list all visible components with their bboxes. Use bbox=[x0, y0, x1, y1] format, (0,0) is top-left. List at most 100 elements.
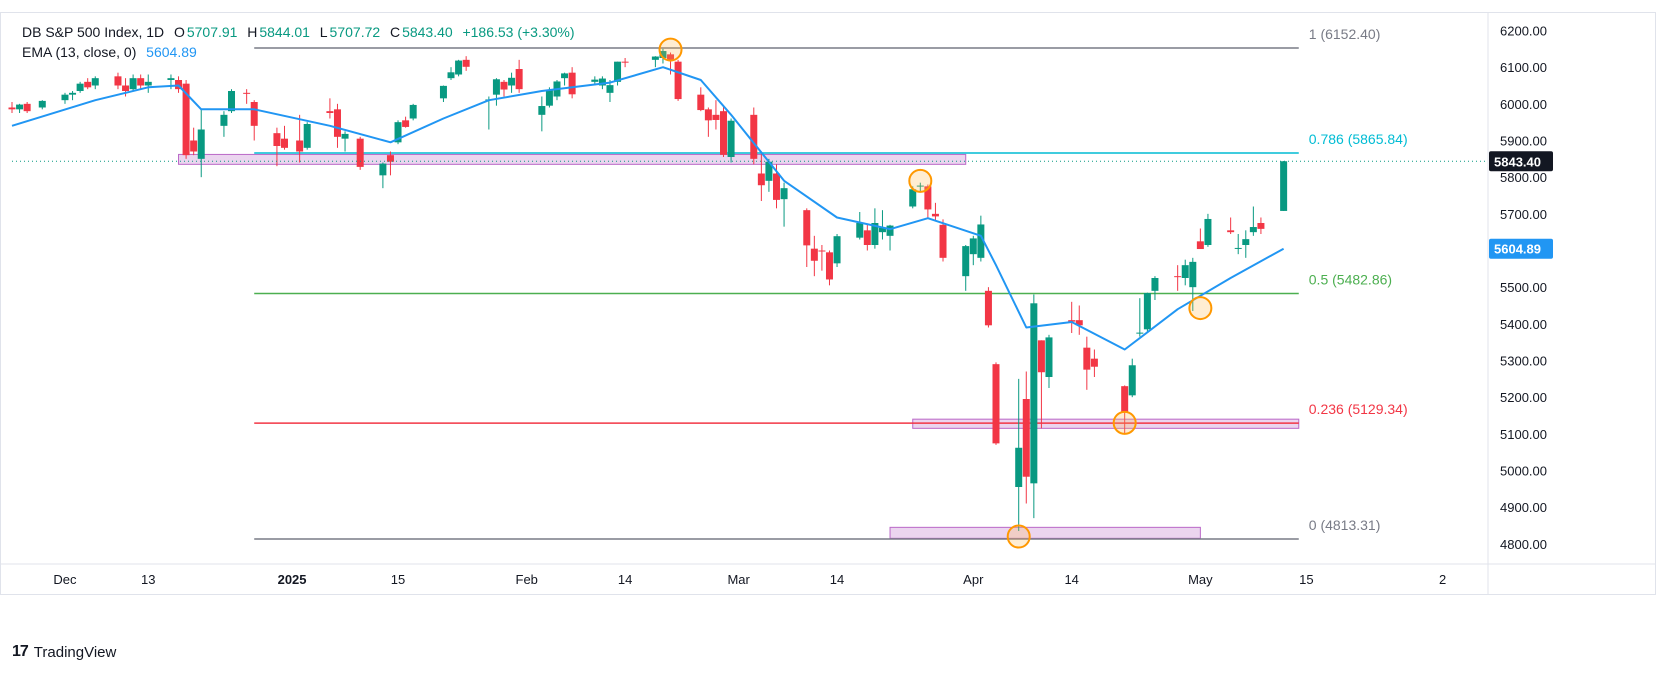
candle-body bbox=[886, 225, 894, 236]
candle-body bbox=[545, 90, 553, 106]
candle-body bbox=[447, 72, 455, 79]
candle bbox=[243, 89, 251, 104]
candle-body bbox=[916, 185, 924, 187]
candle bbox=[803, 208, 811, 267]
ema-price-badge: 5604.89 bbox=[1489, 238, 1553, 259]
candle bbox=[1181, 259, 1189, 286]
fib-level-label: 1 (6152.40) bbox=[1309, 26, 1381, 42]
price-tick-label: 4900.00 bbox=[1500, 500, 1547, 515]
candle-body bbox=[757, 173, 765, 186]
tradingview-logo-text: TradingView bbox=[33, 643, 117, 661]
highlight-circle bbox=[1112, 410, 1137, 435]
candle-body bbox=[333, 109, 341, 137]
highlight-circle bbox=[1188, 296, 1213, 321]
last-price-badge-text: 5843.40 bbox=[1494, 154, 1541, 169]
candle bbox=[394, 120, 402, 145]
candle-body bbox=[61, 94, 69, 101]
candle-body bbox=[250, 102, 258, 126]
ema-label: EMA (13, close, 0) bbox=[22, 44, 137, 60]
candle-body bbox=[1128, 365, 1136, 396]
candle-body bbox=[23, 103, 31, 112]
candle bbox=[561, 72, 569, 86]
candle-body bbox=[1045, 337, 1053, 377]
candle bbox=[568, 67, 576, 99]
candle bbox=[386, 151, 394, 176]
candle bbox=[16, 103, 24, 113]
candle-body bbox=[137, 78, 145, 86]
chart-frame bbox=[0, 12, 1656, 595]
candle bbox=[1151, 276, 1159, 300]
candle-body bbox=[598, 78, 606, 86]
price-axis[interactable]: 4800.00 4900.00 5000.00 5100.00 5200.00 5300.… bbox=[12, 24, 1553, 552]
candle-body bbox=[1090, 358, 1098, 367]
time-tick-label: 14 bbox=[830, 572, 844, 587]
time-axis[interactable]: Dec 13 2025 15 Feb 14 Mar 14 Apr 14 May 15 2 bbox=[53, 572, 1446, 587]
candle-body bbox=[182, 83, 190, 156]
fibonacci-levels: 1 (6152.40) 0.786 (5865.84) 0.5 (5482.86) 0… bbox=[254, 26, 1408, 540]
candle bbox=[992, 362, 1000, 445]
open-label: O bbox=[173, 24, 185, 40]
candle-body bbox=[144, 81, 152, 86]
candle-body bbox=[863, 230, 871, 245]
candle-body bbox=[591, 79, 599, 82]
last-price-badge: 5843.40 bbox=[1489, 151, 1553, 172]
candle-body bbox=[341, 133, 349, 139]
candle bbox=[621, 58, 629, 68]
candle-body bbox=[508, 77, 516, 86]
time-tick-label: 13 bbox=[141, 572, 155, 587]
candle-body bbox=[659, 51, 667, 58]
candle bbox=[303, 122, 311, 150]
candle bbox=[144, 74, 152, 93]
candles bbox=[8, 48, 1288, 531]
candle bbox=[250, 100, 258, 141]
time-tick-label: Dec bbox=[53, 572, 77, 587]
candle-body bbox=[614, 61, 622, 82]
candle bbox=[780, 182, 788, 227]
candle-body bbox=[197, 129, 205, 159]
candle bbox=[69, 91, 77, 101]
support-zone bbox=[889, 526, 1201, 539]
candle-body bbox=[1037, 340, 1045, 373]
time-tick-label: 15 bbox=[1299, 572, 1313, 587]
time-tick-label: 2 bbox=[1439, 572, 1446, 587]
candle-body bbox=[1196, 241, 1204, 250]
fib-level-label: 0.786 (5865.84) bbox=[1309, 131, 1408, 147]
time-tick-label: 15 bbox=[391, 572, 405, 587]
candle-body bbox=[878, 227, 886, 233]
candle bbox=[727, 118, 735, 163]
candle bbox=[273, 127, 281, 167]
candle-body bbox=[1234, 247, 1242, 249]
tradingview-logo[interactable]: 17 TradingView bbox=[12, 643, 116, 661]
candle bbox=[1280, 161, 1288, 212]
candle bbox=[1136, 298, 1144, 337]
time-tick-label: Feb bbox=[516, 572, 538, 587]
candle-body bbox=[871, 223, 879, 245]
candle-body bbox=[621, 61, 629, 63]
price-tick-label: 6100.00 bbox=[1500, 60, 1547, 75]
candle bbox=[606, 80, 614, 102]
candle-body bbox=[296, 140, 304, 152]
candle bbox=[810, 235, 818, 277]
candle-body bbox=[727, 120, 735, 157]
candle-body bbox=[326, 111, 334, 113]
candle-body bbox=[455, 60, 463, 75]
candle bbox=[38, 100, 46, 110]
candle-body bbox=[1257, 223, 1265, 229]
candle-body bbox=[1083, 347, 1091, 370]
candle bbox=[1068, 301, 1076, 333]
candle-body bbox=[984, 290, 992, 326]
price-tick-label: 5800.00 bbox=[1500, 170, 1547, 185]
candle-body bbox=[712, 114, 720, 120]
low-label: L bbox=[319, 24, 328, 40]
candle-body bbox=[810, 248, 818, 261]
candle-body bbox=[402, 120, 410, 127]
candle bbox=[825, 250, 833, 286]
candle-body bbox=[515, 69, 523, 90]
candle bbox=[871, 208, 879, 249]
fib-level-label: 0.236 (5129.34) bbox=[1309, 401, 1408, 417]
candle-body bbox=[1280, 161, 1288, 211]
fib-level-label: 0.5 (5482.86) bbox=[1309, 271, 1392, 287]
candle-body bbox=[772, 173, 780, 200]
candle-body bbox=[939, 224, 947, 258]
